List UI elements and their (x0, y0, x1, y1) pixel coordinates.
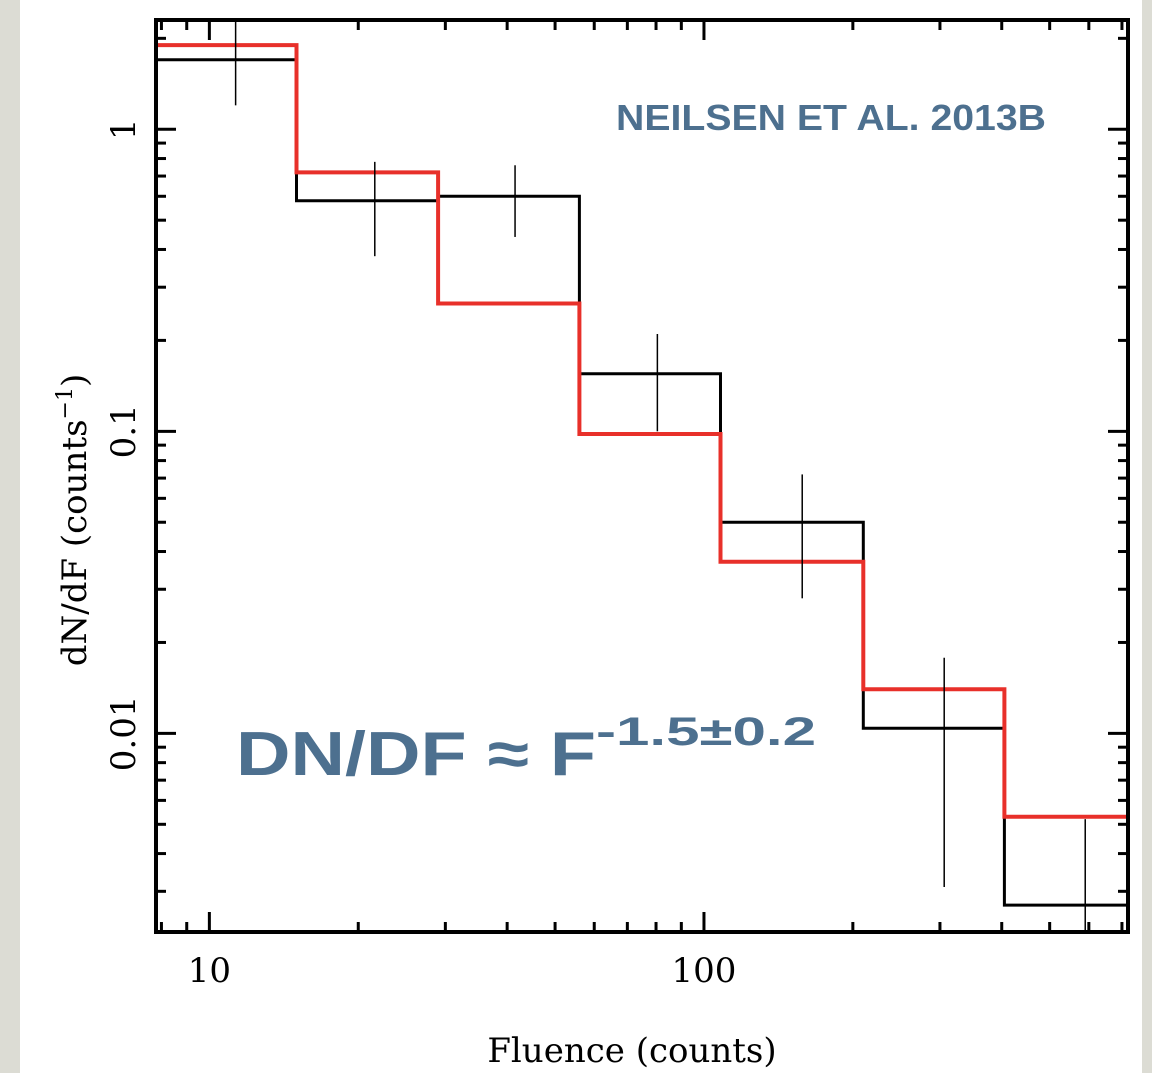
tick-layer: 1 0.1 0.01 10 100 (104, 20, 1128, 991)
y-tick-label-1: 1 (104, 118, 144, 140)
x-tick-label-2: 100 (672, 951, 737, 991)
formula-exponent: -1.5±0.2 (596, 710, 816, 754)
formula-annotation: DN/DF ≈ F-1.5±0.2 (236, 710, 816, 789)
y-tick-label-2: 0.1 (104, 404, 144, 458)
x-axis-title: Fluence (counts) (487, 1031, 776, 1071)
chart-panel: 1 0.1 0.01 10 100 NEILSEN ET AL. 2013B DN/DF… (20, 0, 1142, 1073)
plot-frame (154, 18, 1130, 934)
chart: 1 0.1 0.01 10 100 NEILSEN ET AL. 2013B DN/DF… (53, 18, 1130, 1071)
y-axis-title: dN/dF (counts−1) (53, 374, 95, 667)
y-tick-label-3: 0.01 (104, 696, 144, 772)
black-histogram-step-line (156, 58, 1128, 907)
red-model-step-line (156, 43, 1128, 819)
x-tick-label-1: 10 (188, 951, 231, 991)
citation-annotation: NEILSEN ET AL. 2013B (616, 97, 1046, 138)
y-axis-title-close: ) (55, 374, 95, 387)
y-axis-title-sup: −1 (53, 387, 78, 419)
data-layer (156, 20, 1128, 932)
formula-base: DN/DF ≈ F (236, 720, 596, 789)
y-axis-title-main: dN/dF (counts (55, 419, 95, 666)
